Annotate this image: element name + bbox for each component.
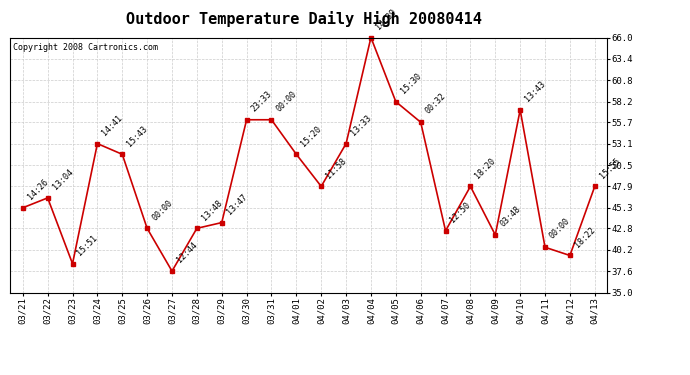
Text: 00:00: 00:00	[150, 198, 174, 222]
Text: 13:43: 13:43	[523, 80, 547, 104]
Text: 11:58: 11:58	[324, 156, 348, 180]
Text: 00:00: 00:00	[548, 217, 572, 241]
Text: Outdoor Temperature Daily High 20080414: Outdoor Temperature Daily High 20080414	[126, 11, 482, 27]
Text: 14:26: 14:26	[26, 177, 50, 201]
Text: 15:30: 15:30	[399, 71, 423, 95]
Text: 00:32: 00:32	[424, 92, 448, 116]
Text: 03:48: 03:48	[498, 204, 522, 228]
Text: 12:50: 12:50	[448, 200, 473, 224]
Text: 12:44: 12:44	[175, 241, 199, 265]
Text: 15:20: 15:20	[299, 124, 324, 148]
Text: 18:22: 18:22	[573, 225, 597, 249]
Text: 15:55: 15:55	[598, 156, 622, 180]
Text: 23:33: 23:33	[250, 89, 274, 113]
Text: 15:43: 15:43	[126, 124, 149, 148]
Text: 13:33: 13:33	[349, 113, 373, 137]
Text: 15:51: 15:51	[75, 233, 99, 257]
Text: 13:47: 13:47	[225, 192, 249, 216]
Text: 18:20: 18:20	[473, 156, 497, 180]
Text: 14:41: 14:41	[100, 113, 124, 137]
Text: 14:39: 14:39	[374, 7, 398, 31]
Text: 00:00: 00:00	[275, 89, 299, 113]
Text: Copyright 2008 Cartronics.com: Copyright 2008 Cartronics.com	[13, 43, 158, 52]
Text: 13:48: 13:48	[200, 198, 224, 222]
Text: 13:04: 13:04	[50, 168, 75, 192]
